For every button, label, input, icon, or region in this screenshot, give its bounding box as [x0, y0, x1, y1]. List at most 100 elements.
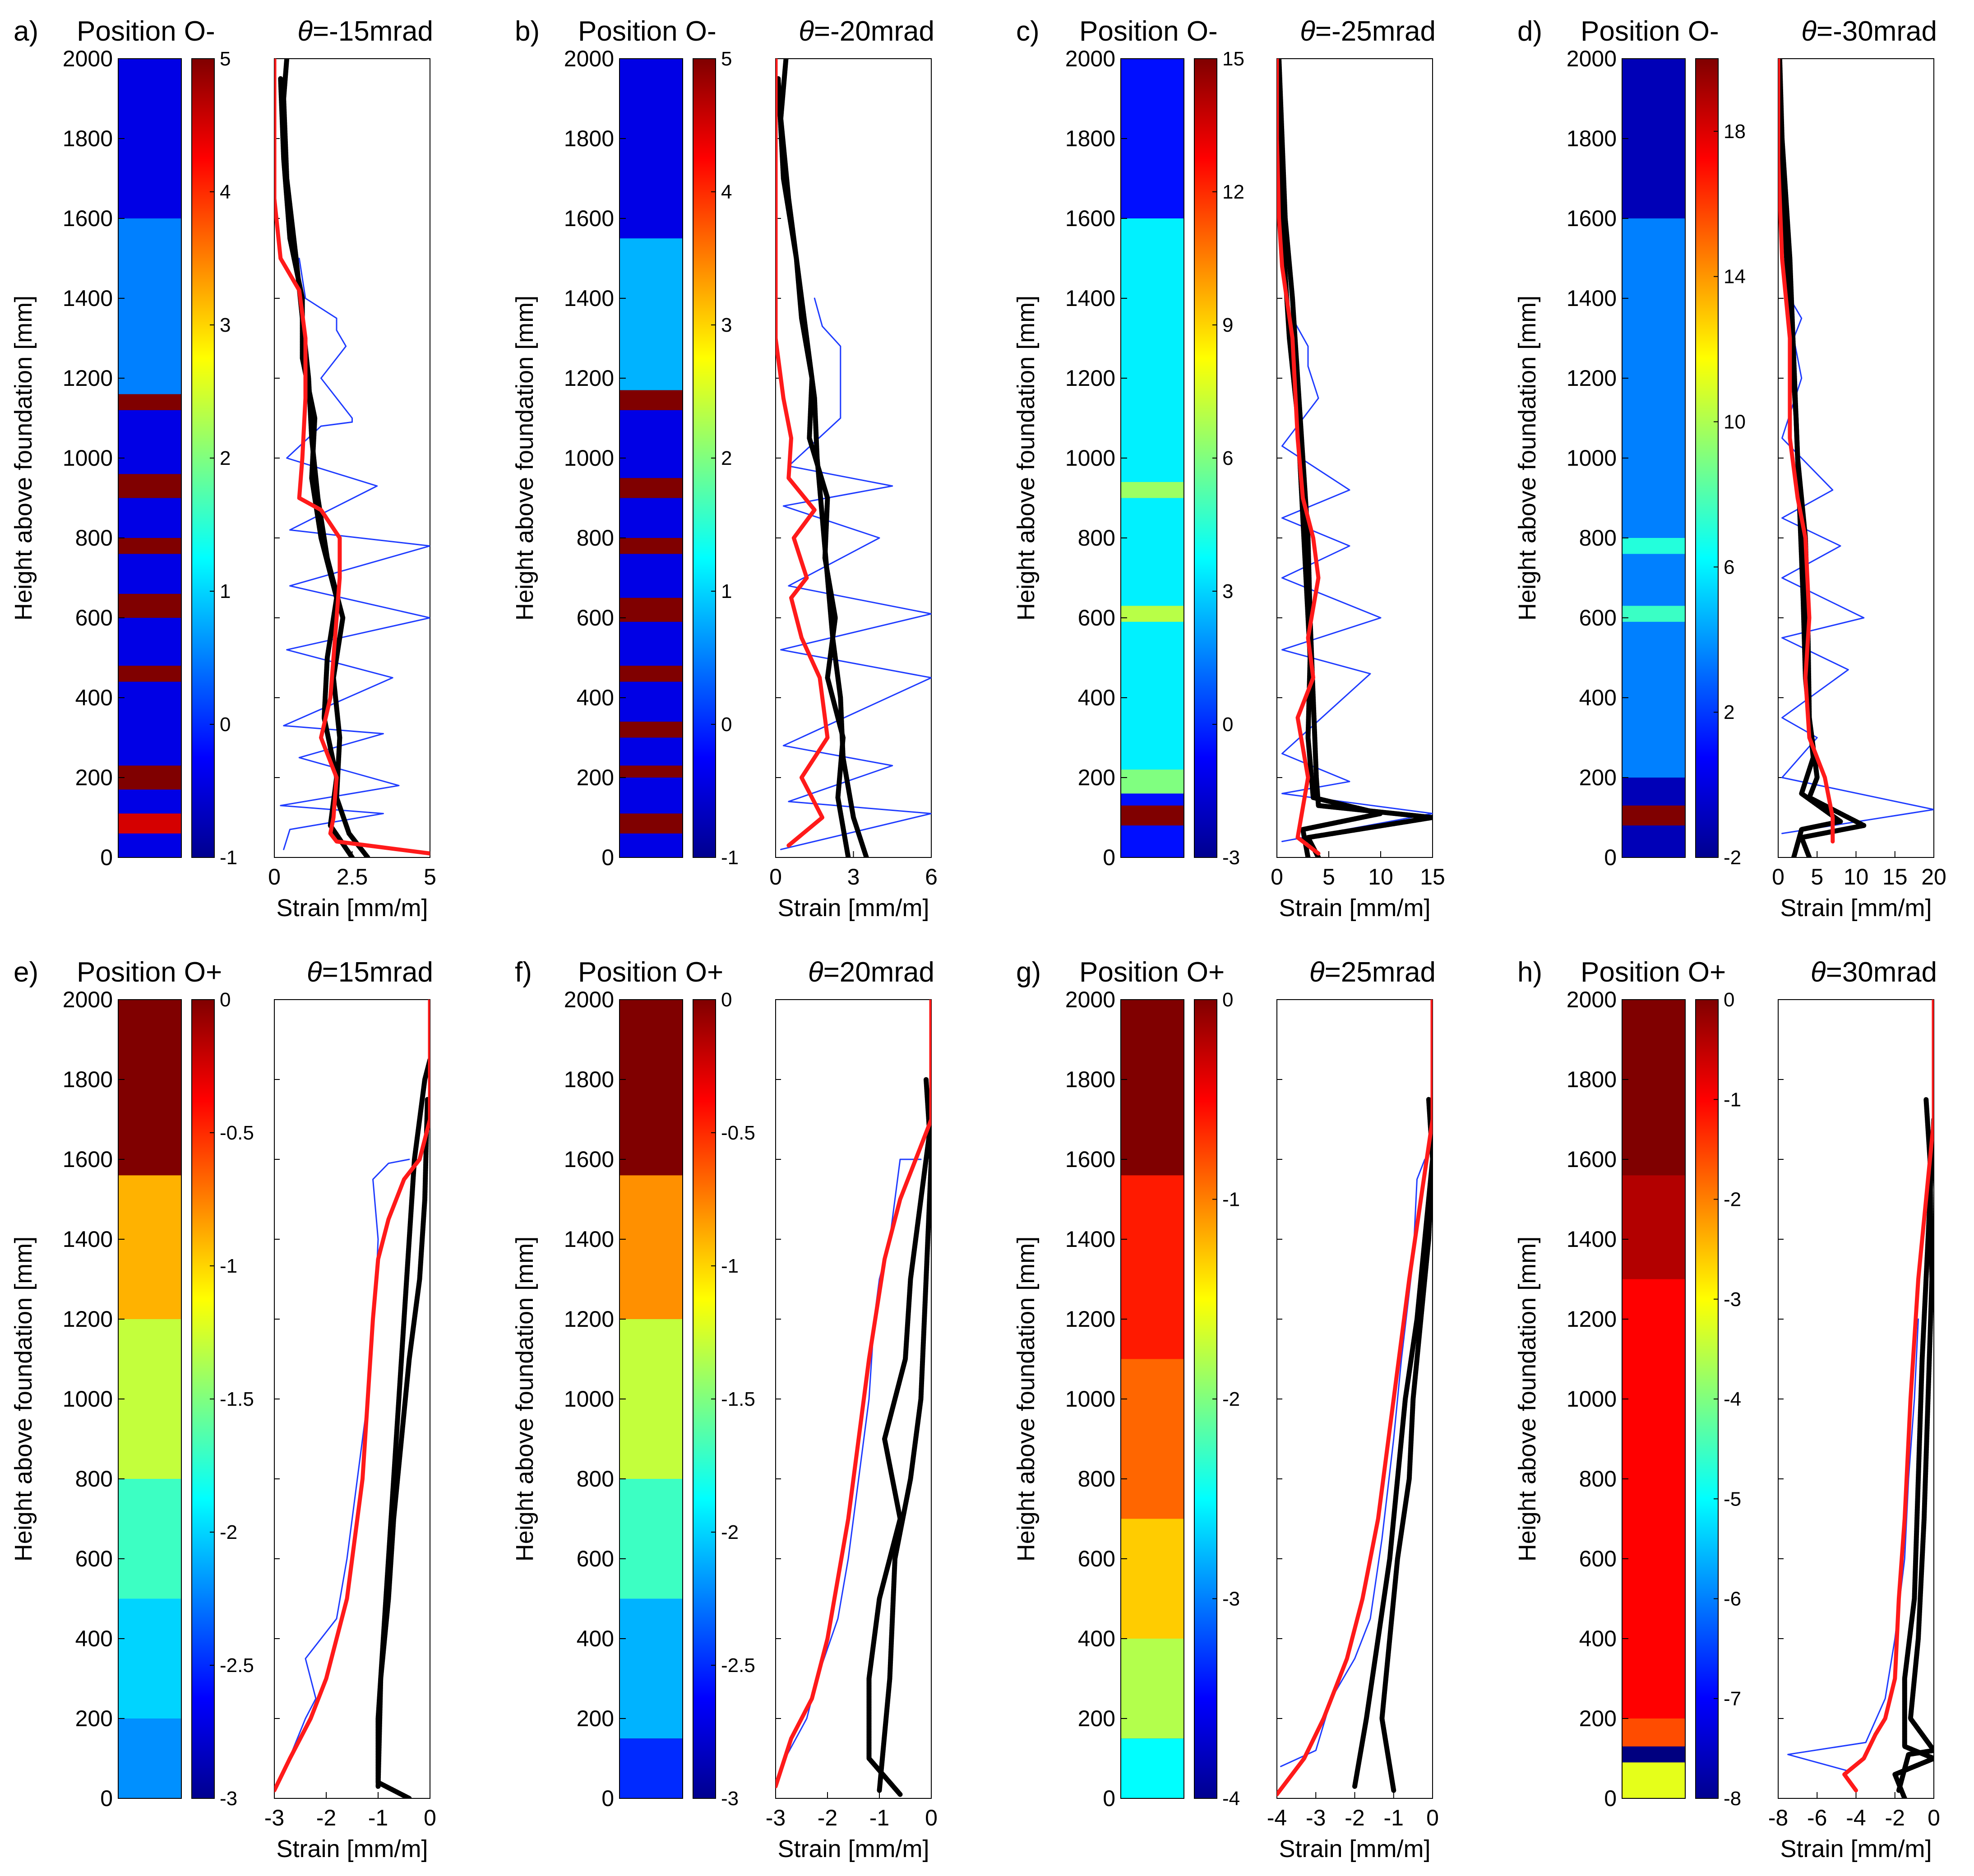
x-axis-label: Strain [mm/m]	[276, 894, 428, 922]
panel-d: d) Position O-θ=-30mrad Height above found…	[1514, 16, 1946, 922]
y-tick-label: 200	[1579, 1706, 1617, 1731]
position-title: Position O+	[77, 957, 222, 988]
heatmap-band	[619, 390, 683, 410]
colorbar-tick-label: 3	[721, 314, 732, 336]
x-tick-label: -3	[264, 1805, 284, 1830]
heatmap-band	[1622, 538, 1685, 554]
x-tick-label: 10	[1844, 864, 1869, 889]
y-tick-label: 200	[1078, 1706, 1115, 1731]
panel-label: a)	[14, 16, 38, 47]
colorbar-tick-label: -0.5	[721, 1122, 755, 1144]
heatmap-band	[619, 1175, 683, 1319]
heatmap-band	[118, 474, 181, 498]
colorbar-tick-label: 2	[721, 447, 732, 469]
colorbar-tick-label: 1	[220, 580, 231, 602]
x-axis-label: Strain [mm/m]	[1780, 1835, 1932, 1862]
heatmap-band	[619, 538, 683, 554]
colorbar-tick-label: -1	[220, 1255, 237, 1277]
position-title: Position O-	[578, 16, 717, 47]
colorbar-tick-label: -6	[1724, 1588, 1741, 1610]
y-tick-label: 1600	[564, 1147, 614, 1172]
y-tick-label: 800	[1579, 525, 1617, 551]
position-title: Position O-	[1079, 16, 1218, 47]
y-tick-label: 0	[100, 845, 113, 870]
y-axis-label: Height above foundation [mm]	[1514, 1237, 1541, 1561]
x-tick-label: 2.5	[337, 864, 368, 889]
x-tick-label: 0	[1928, 1805, 1940, 1830]
y-tick-label: 400	[75, 1626, 113, 1651]
strain-plot: 0 5 10 15 Strain [mm/m]	[1271, 58, 1445, 922]
panel-label: b)	[515, 16, 540, 47]
colorbar-tick-label: 18	[1724, 120, 1746, 143]
colorbar-tick-label: 4	[220, 181, 231, 203]
y-tick-label: 800	[577, 525, 614, 551]
panel-e: e) Position O+ θ=15mrad Height above founda…	[10, 957, 436, 1862]
x-tick-label: -2	[818, 1805, 837, 1830]
series-red-line	[274, 1000, 430, 1793]
colorbar-tick-label: 2	[220, 447, 231, 469]
x-tick-label: 15	[1420, 864, 1445, 889]
y-tick-label: 1200	[63, 1306, 113, 1332]
x-tick-label: -3	[766, 1805, 786, 1830]
series-group	[1277, 59, 1433, 857]
y-tick-label: 1400	[1065, 1227, 1115, 1252]
colorbar-tick-label: -0.5	[220, 1122, 254, 1144]
y-tick-label: 200	[1078, 765, 1115, 790]
panel-f: f) Position O+ θ=20mrad Height above founda…	[511, 957, 938, 1862]
colorbar-end-label: -2	[1724, 847, 1741, 869]
colorbar-tick-label: 2	[1724, 701, 1734, 723]
x-tick-label: 5	[1322, 864, 1335, 889]
heatmap-band	[1622, 1000, 1685, 1176]
y-tick-label: 1800	[63, 126, 113, 151]
colorbar-tick-label: -1	[721, 1255, 739, 1277]
x-tick-label: 0	[268, 864, 281, 889]
y-tick-label: 600	[1579, 1546, 1617, 1571]
y-tick-label: 2000	[564, 987, 614, 1012]
strain-plot: -3 -2 -1 0 Strain [mm/m]	[766, 999, 938, 1862]
colorbar-tick-label: -3	[721, 1788, 739, 1810]
y-tick-label: 400	[1579, 1626, 1617, 1651]
heatmap-band	[619, 598, 683, 622]
heatmap-band	[118, 765, 181, 790]
y-tick-label: 0	[601, 1786, 614, 1811]
colorbar-tick-label: 0	[721, 989, 732, 1011]
heatmap-band	[118, 1175, 181, 1319]
series-group	[1778, 59, 1934, 857]
heatmap-band	[1121, 1359, 1184, 1519]
x-tick-label: 10	[1368, 864, 1393, 889]
y-tick-label: 1000	[1567, 1386, 1617, 1412]
colorbar-tick-label: 0	[721, 713, 732, 736]
colorbar-tick-label: 3	[1222, 580, 1233, 602]
strain-plot: 0 3 6 Strain [mm/m]	[769, 58, 938, 922]
heatmap-band	[1622, 606, 1685, 622]
y-tick-label: 1400	[564, 286, 614, 311]
colorbar-tick-label: 0	[220, 989, 231, 1011]
heatmap-band	[118, 218, 181, 398]
colorbar-tick-label: -5	[1724, 1488, 1741, 1510]
colorbar-tick-label: 9	[1222, 314, 1233, 336]
theta-symbol: θ	[799, 16, 814, 47]
x-tick-label: 0	[1426, 1805, 1439, 1830]
y-tick-label: 600	[577, 605, 614, 630]
x-tick-label: -1	[1384, 1805, 1404, 1830]
colorbar-tick-label: 6	[1222, 447, 1233, 469]
y-tick-label: 200	[75, 1706, 113, 1731]
y-tick-label: 1800	[564, 126, 614, 151]
position-title: Position O+	[1079, 957, 1225, 988]
plot-frame	[1778, 58, 1934, 858]
heatmap-band	[118, 538, 181, 554]
series-red-line	[274, 59, 430, 856]
heatmap	[1120, 58, 1184, 858]
y-tick-label: 1800	[1567, 1067, 1617, 1092]
x-tick-label: 15	[1882, 864, 1908, 889]
heatmap-band	[118, 593, 181, 618]
colorbar-tick-label: -2.5	[220, 1654, 254, 1677]
colorbar-tick-label: 0	[1222, 713, 1233, 736]
y-axis-label: Height above foundation [mm]	[1012, 1237, 1040, 1561]
x-axis-label: Strain [mm/m]	[777, 1835, 929, 1862]
y-tick-label: 1600	[63, 206, 113, 231]
colorbar: -3 -2.5 -2 -1.5 -1 -0.5 0	[693, 989, 755, 1810]
heatmap-band	[619, 813, 683, 834]
series-group	[776, 59, 931, 857]
